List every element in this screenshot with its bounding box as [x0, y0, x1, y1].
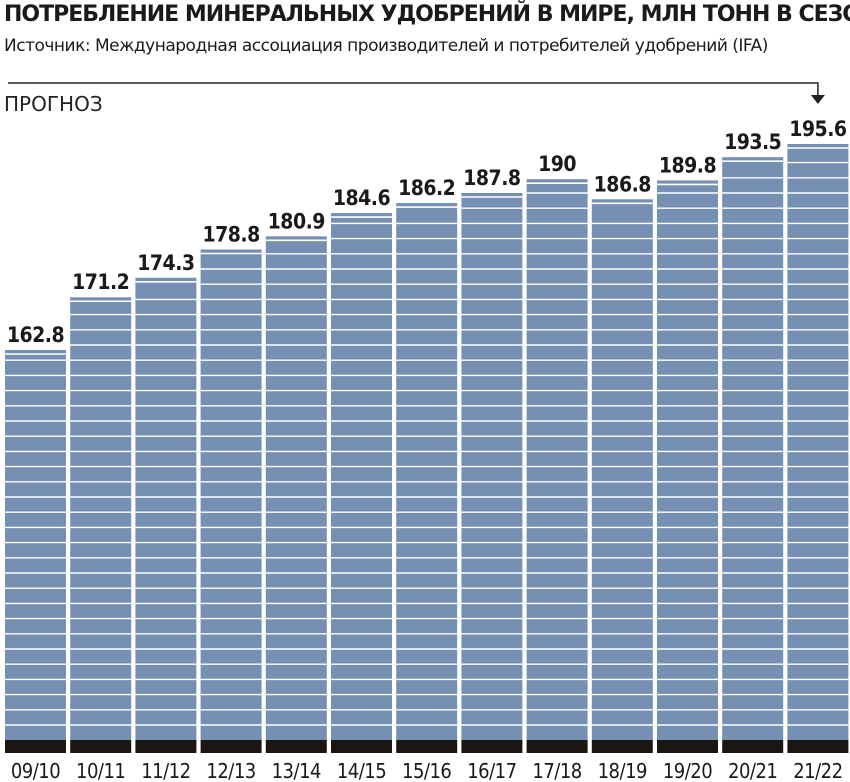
bar-value-label: 189.8	[659, 153, 716, 177]
bar-base	[135, 740, 197, 753]
category-tick-label: 21/22	[793, 759, 842, 782]
category-tick-label: 12/13	[206, 759, 255, 782]
bar	[70, 297, 132, 740]
chart-source: Источник: Международная ассоциация произ…	[4, 36, 768, 56]
bar-base	[591, 740, 653, 753]
forecast-bracket-line	[8, 82, 819, 96]
bar	[657, 180, 718, 741]
bar-value-label: 193.5	[724, 130, 781, 154]
bar-base	[70, 740, 132, 753]
category-tick-label: 13/14	[272, 759, 321, 782]
bar-base	[200, 740, 262, 753]
bar-base	[331, 740, 392, 753]
bar	[135, 277, 197, 740]
bar-base	[526, 740, 588, 753]
bar-base	[461, 740, 523, 753]
bar	[265, 236, 327, 740]
bar-value-label: 184.6	[333, 186, 391, 210]
category-tick-label: 11/12	[141, 759, 190, 782]
category-tick-label: 14/15	[337, 759, 386, 782]
bar-base	[657, 740, 718, 753]
bar-base	[265, 740, 327, 753]
bar	[591, 199, 653, 740]
forecast-arrow-icon	[810, 95, 825, 104]
chart-title: ПОТРЕБЛЕНИЕ МИНЕРАЛЬНЫХ УДОБРЕНИЙ В МИРЕ…	[4, 2, 850, 27]
bar-value-label: 178.8	[202, 223, 259, 247]
category-tick-label: 15/16	[402, 759, 451, 782]
bar	[526, 179, 588, 741]
bar	[331, 213, 392, 740]
category-tick-label: 19/20	[663, 759, 712, 782]
category-tick-label: 18/19	[598, 759, 647, 782]
category-tick-label: 17/18	[532, 759, 581, 782]
bar-value-label: 162.8	[7, 323, 64, 347]
bar	[787, 144, 849, 740]
category-tick-label: 16/17	[467, 759, 516, 782]
bar	[5, 350, 66, 740]
bar-value-label: 186.2	[398, 176, 455, 200]
category-tick-label: 09/10	[11, 759, 60, 782]
bar-base	[5, 740, 66, 753]
bar-value-label: 171.2	[72, 270, 129, 294]
bar	[200, 249, 262, 740]
bar-value-label: 186.8	[594, 172, 651, 196]
category-tick-label: 20/21	[728, 759, 777, 782]
bar-base	[722, 740, 784, 753]
bar-value-label: 174.3	[137, 251, 194, 275]
bar-value-label: 180.9	[268, 209, 325, 233]
bar-base	[787, 740, 849, 753]
bar-value-label: 190	[538, 152, 576, 176]
bar	[396, 203, 458, 740]
bar-value-label: 195.6	[789, 117, 847, 141]
bar-value-label: 187.8	[463, 166, 520, 190]
category-tick-label: 10/11	[76, 759, 125, 782]
bar	[722, 157, 784, 740]
forecast-label: ПРОГНОЗ	[4, 92, 103, 116]
bar-base	[396, 740, 458, 753]
